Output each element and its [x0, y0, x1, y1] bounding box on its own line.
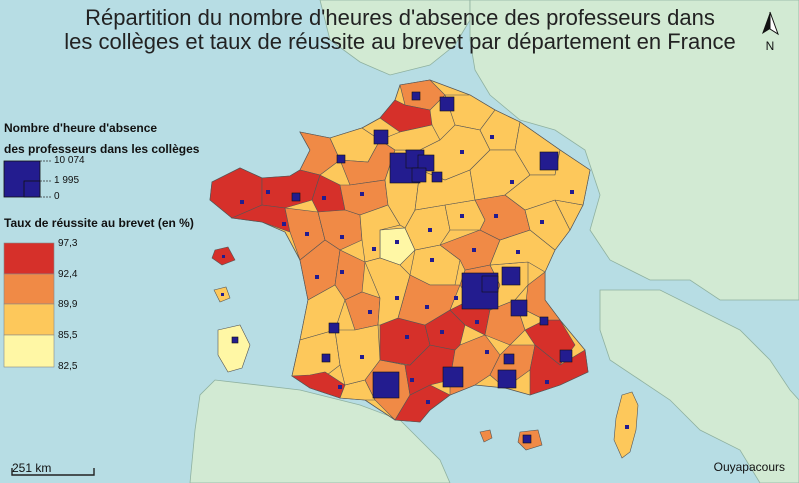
absence-dots — [221, 135, 629, 429]
scale-label: 251 km — [12, 461, 52, 475]
scale-bar — [11, 468, 95, 476]
symbol-moselle — [539, 151, 559, 171]
symbol-eure — [373, 129, 389, 145]
absence-legend-max: 10 074 — [54, 155, 85, 166]
island-guyane — [217, 324, 251, 373]
absence-legend-mid: 1 995 — [54, 175, 80, 186]
dept-alpes-maritimes-var — [529, 344, 589, 396]
symbol-hautes-alpes — [539, 316, 549, 326]
absence-symbols — [231, 91, 573, 444]
symbol-gironde — [328, 322, 340, 334]
symbol-isere — [510, 299, 528, 317]
symbol-alpes-maritimes — [559, 349, 573, 363]
rate-break-1: 97,3 — [58, 238, 78, 249]
absence-legend-min: 0 — [54, 191, 60, 202]
symbol-reunion — [522, 434, 532, 444]
rate-break-2: 92,4 — [58, 269, 78, 280]
symbol-bouches-rhone — [497, 369, 517, 389]
legend-square-mid — [23, 180, 41, 198]
dept-haute-vienne — [364, 257, 411, 326]
rate-box-4 — [3, 334, 55, 368]
neighbor-land-east — [469, 0, 799, 301]
rate-break-3: 89,9 — [58, 299, 78, 310]
symbol-seine-marne — [431, 171, 443, 183]
map-title: Répartition du nombre d'heures d'absence… — [40, 6, 760, 54]
dept-lot-garonne-gers — [334, 324, 381, 386]
island-mayotte — [479, 429, 493, 443]
spain-land — [189, 379, 451, 483]
rate-break-4: 85,5 — [58, 330, 78, 341]
rate-break-5: 82,5 — [58, 361, 78, 372]
rate-box-3 — [3, 303, 55, 336]
rate-box-2 — [3, 273, 55, 305]
italy-land — [599, 289, 799, 483]
symbol-nord — [411, 91, 421, 101]
north-label: N — [766, 39, 775, 53]
symbol-calvados — [336, 154, 346, 164]
absence-legend-title-1: Nombre d'heure d'absence — [4, 121, 158, 135]
symbol-ain — [481, 275, 499, 293]
credit-label: Ouyapacours — [713, 460, 785, 474]
symbol-haute-garonne — [372, 371, 400, 399]
title-line-1: Répartition du nombre d'heures d'absence… — [85, 5, 715, 30]
symbol-cotes-armor — [291, 192, 301, 202]
absence-legend-symbols — [3, 160, 52, 198]
symbol-herault — [442, 366, 464, 388]
rate-legend-title: Taux de réussite au brevet (en %) — [4, 216, 194, 230]
symbol-vaucluse — [503, 353, 515, 365]
dept-nord — [399, 79, 446, 111]
north-arrow-icon: N — [758, 10, 782, 54]
symbol-landes — [321, 353, 331, 363]
symbol-aisne — [439, 96, 455, 112]
absence-legend-title-2: des professeurs dans les collèges — [4, 142, 200, 156]
symbol-haute-savoie — [501, 266, 521, 286]
rate-box-1 — [3, 242, 55, 275]
symbol-guyane — [231, 336, 239, 344]
title-line-2: les collèges et taux de réussite au brev… — [64, 29, 736, 54]
rate-legend-boxes — [3, 242, 55, 368]
dept-correze-puy-de-dome — [397, 274, 461, 326]
symbol-essonne — [411, 167, 427, 183]
